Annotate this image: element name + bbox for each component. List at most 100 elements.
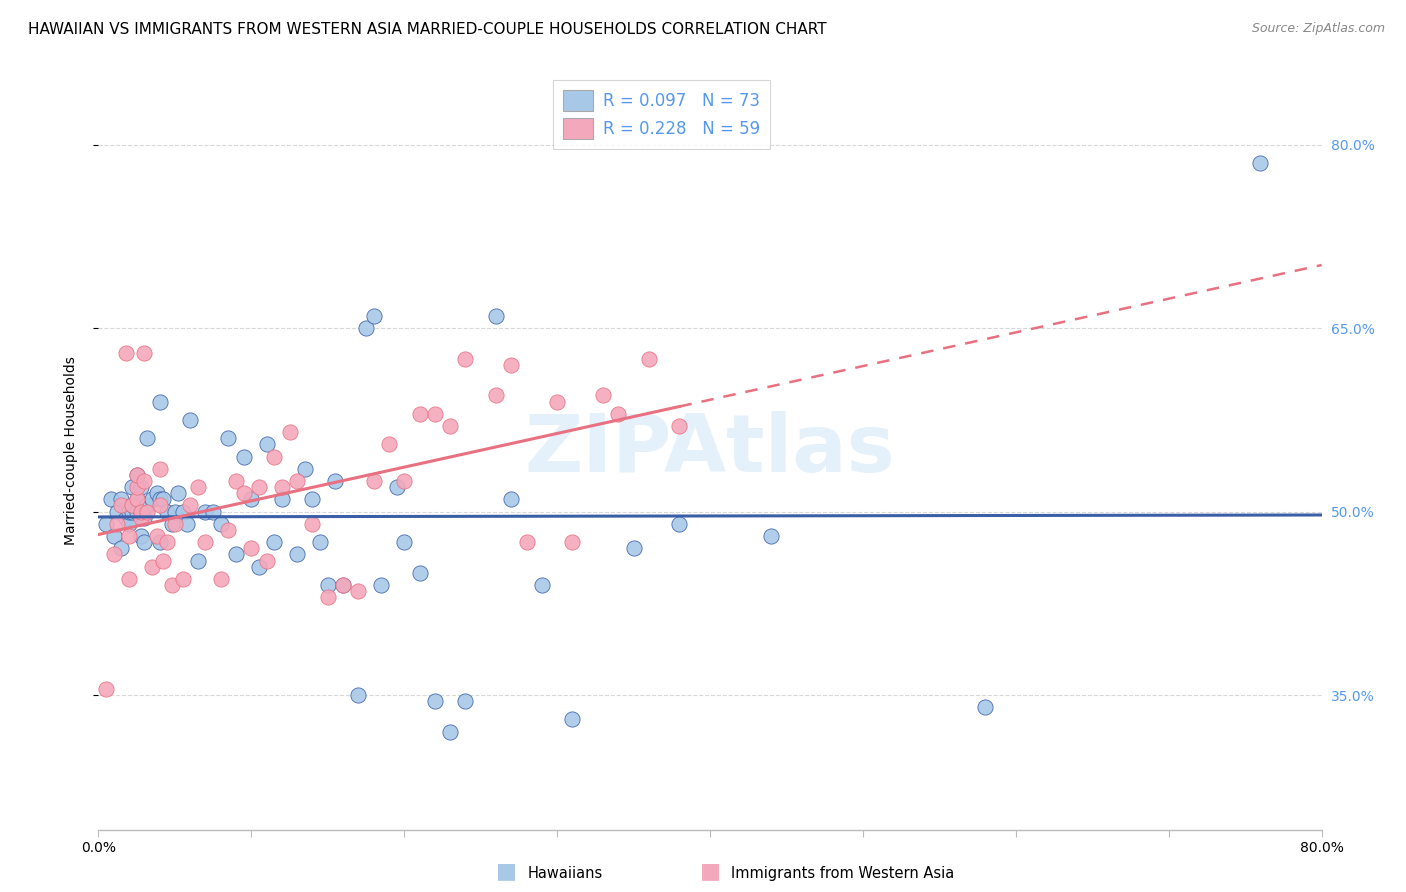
Point: [592, 388, 614, 402]
Point: [160, 578, 183, 592]
Point: [94, 681, 117, 696]
Point: [134, 535, 156, 549]
Point: [301, 516, 323, 531]
Point: [439, 724, 461, 739]
Point: [121, 499, 143, 513]
Point: [103, 529, 125, 543]
Point: [129, 505, 152, 519]
Point: [408, 407, 430, 421]
Point: [454, 351, 477, 366]
Point: [103, 548, 125, 562]
Point: [501, 492, 523, 507]
Point: [225, 474, 247, 488]
Point: [561, 713, 583, 727]
Point: [256, 437, 278, 451]
Point: [240, 492, 263, 507]
Point: [347, 688, 370, 702]
Point: [607, 407, 630, 421]
Point: [530, 578, 553, 592]
Point: [156, 535, 179, 549]
Point: [149, 394, 172, 409]
Point: [194, 505, 217, 519]
Point: [129, 505, 152, 519]
Point: [378, 437, 401, 451]
Point: [392, 535, 416, 549]
Point: [121, 480, 143, 494]
Point: [278, 425, 301, 439]
Text: HAWAIIAN VS IMMIGRANTS FROM WESTERN ASIA MARRIED-COUPLE HOUSEHOLDS CORRELATION C: HAWAIIAN VS IMMIGRANTS FROM WESTERN ASIA…: [28, 22, 827, 37]
Point: [225, 548, 247, 562]
Point: [118, 572, 141, 586]
Point: [217, 523, 239, 537]
Point: [439, 419, 461, 434]
Point: [263, 450, 285, 464]
Point: [194, 535, 217, 549]
Point: [118, 529, 141, 543]
Point: [115, 345, 138, 359]
Point: [485, 388, 508, 402]
Point: [129, 510, 152, 524]
Point: [316, 591, 339, 605]
Point: [285, 548, 308, 562]
Point: [121, 499, 143, 513]
Point: [1249, 156, 1271, 170]
Point: [187, 480, 209, 494]
Y-axis label: Married-couple Households: Married-couple Households: [63, 356, 77, 545]
Point: [501, 358, 523, 372]
Point: [136, 499, 159, 513]
Point: [240, 541, 263, 556]
Point: [408, 566, 430, 580]
Point: [125, 492, 148, 507]
Point: [176, 516, 198, 531]
Point: [423, 407, 446, 421]
Point: [301, 492, 323, 507]
Point: [256, 553, 278, 567]
Point: [332, 578, 354, 592]
Point: [179, 413, 201, 427]
Text: ■: ■: [496, 862, 516, 881]
Text: Source: ZipAtlas.com: Source: ZipAtlas.com: [1251, 22, 1385, 36]
Point: [149, 492, 172, 507]
Point: [163, 505, 186, 519]
Point: [105, 505, 128, 519]
Point: [546, 394, 568, 409]
Point: [149, 462, 172, 476]
Point: [156, 505, 179, 519]
Point: [232, 450, 254, 464]
Point: [354, 321, 377, 335]
Text: Hawaiians: Hawaiians: [527, 866, 603, 881]
Point: [285, 474, 308, 488]
Point: [668, 516, 690, 531]
Point: [332, 578, 354, 592]
Point: [152, 553, 174, 567]
Point: [129, 480, 152, 494]
Point: [392, 474, 416, 488]
Point: [516, 535, 538, 549]
Point: [94, 516, 117, 531]
Point: [152, 492, 174, 507]
Point: [370, 578, 392, 592]
Point: [247, 559, 270, 574]
Point: [363, 309, 385, 323]
Point: [172, 572, 194, 586]
Point: [974, 700, 997, 714]
Point: [623, 541, 645, 556]
Point: [134, 474, 156, 488]
Point: [145, 486, 167, 500]
Point: [172, 505, 194, 519]
Point: [118, 516, 141, 531]
Point: [136, 431, 159, 445]
Point: [637, 351, 661, 366]
Point: [232, 486, 254, 500]
Point: [263, 535, 285, 549]
Text: Immigrants from Western Asia: Immigrants from Western Asia: [731, 866, 955, 881]
Point: [209, 572, 232, 586]
Point: [325, 474, 347, 488]
Point: [145, 529, 167, 543]
Point: [561, 535, 583, 549]
Point: [209, 516, 232, 531]
Point: [385, 480, 408, 494]
Point: [247, 480, 270, 494]
Point: [454, 694, 477, 708]
Legend: R = 0.097   N = 73, R = 0.228   N = 59: R = 0.097 N = 73, R = 0.228 N = 59: [553, 79, 769, 149]
